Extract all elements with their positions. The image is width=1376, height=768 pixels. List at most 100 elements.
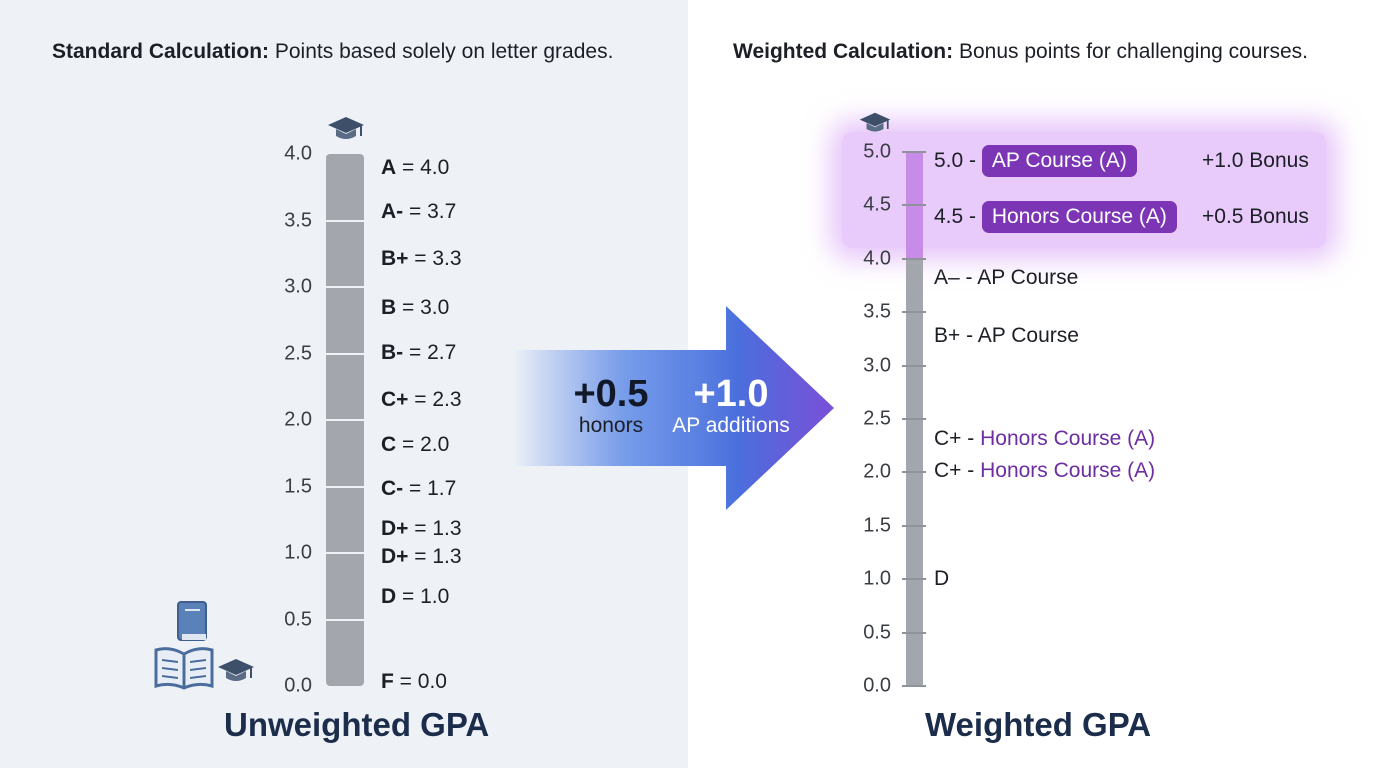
grade-item: B- = 2.7 [381,341,456,365]
grade-item: A- = 3.7 [381,200,456,224]
grade-points: = 2.0 [396,433,450,456]
unweighted-tick-line [326,419,364,421]
grade-points: = 3.0 [396,296,450,319]
grade-item: B+ = 3.3 [381,247,462,271]
weighted-tick-mark [902,471,926,474]
weighted-tick-label: 3.0 [863,354,891,377]
weighted-tick-mark [902,418,926,420]
grade-item: C- = 1.7 [381,477,456,501]
weighted-tick-label: 0.5 [863,621,891,644]
grade-letter: B+ [381,247,409,270]
weighted-tick-mark [902,311,926,314]
unweighted-tick-line [326,219,364,222]
honors-course-row: 4.5 - Honors Course (A) [934,201,1177,233]
graduation-cap-icon [218,659,254,681]
grade-letter: D+ [381,517,409,540]
weighted-tick-label: 2.5 [863,407,891,430]
grade-points: = 3.3 [408,247,462,270]
unweighted-tick-line [326,352,364,355]
unweighted-tick-line [326,485,364,488]
honors-course-pill: Honors Course (A) [981,201,1177,233]
weighted-title: Weighted GPA [925,706,1152,743]
weighted-tick-mark [902,151,926,153]
grade-points: = 4.0 [396,156,450,179]
open-book-icon [154,647,214,690]
grade-letter: C [381,433,397,456]
unweighted-tick-label: 2.0 [284,408,312,431]
grade-letter: B [381,296,397,319]
row-d: D [934,567,950,590]
grade-letter: A [381,156,397,179]
ap-value: +1.0 [693,373,769,415]
graduation-cap-icon [859,112,891,132]
row-b-plus-ap: B+ - AP Course [934,324,1079,347]
weighted-caption: Weighted Calculation: Bonus points for c… [733,40,1309,63]
unweighted-title: Unweighted GPA [224,706,490,743]
grade-letter: D+ [381,545,409,568]
unweighted-tick-line [326,618,364,621]
grade-points: = 2.7 [403,341,457,364]
unweighted-tick-label: 1.0 [284,541,312,564]
weighted-tick-mark [902,204,926,207]
honors-addition: +0.5 honors [566,374,656,438]
grade-letter: A- [381,200,404,223]
arrow-shape [512,306,834,510]
grade-letter: C- [381,477,404,500]
grade-points: = 2.3 [408,388,462,411]
grade-item: D+ = 1.3 [381,545,462,569]
book-icon [177,601,207,641]
honors-label: honors [578,414,644,437]
weighted-tick-label: 5.0 [863,140,891,163]
grade-letter: F [381,670,394,693]
unweighted-tick-label: 1.5 [284,475,312,497]
weighted-tick-label: 1.0 [863,567,891,590]
unweighted-tick-label: 0.5 [284,608,312,630]
ap-course-pill: AP Course (A) [981,145,1137,177]
grade-item: B = 3.0 [381,296,449,320]
weighted-tick-label: 4.0 [863,247,891,270]
grade-points: = 1.3 [408,517,462,540]
unweighted-tick-label: 3.5 [284,209,312,231]
grade-item: C = 2.0 [381,433,449,457]
grade-item: F = 0.0 [381,670,447,694]
weighted-tick-label: 3.5 [863,300,891,323]
grade-points: = 1.3 [408,545,462,568]
honors-bonus-label: +0.5 Bonus [1202,205,1309,228]
grade-item: C+ = 2.3 [381,388,462,412]
row-c-plus-honors-2: C+ - Honors Course (A) [934,459,1156,482]
graduation-cap-icon [328,117,364,139]
grade-letter: D [381,585,397,608]
unweighted-tick-line [326,286,364,288]
ap-course-row: 5.0 - AP Course (A) [934,145,1137,177]
grade-points: = 3.7 [403,200,457,223]
grade-item: D = 1.0 [381,585,449,609]
row-a-minus-ap: A– - AP Course [934,266,1079,289]
grade-item: A = 4.0 [381,156,449,180]
weighted-tick-label: 4.5 [863,193,891,216]
weighted-tick-mark [902,578,926,581]
honors-value: +0.5 [573,373,649,415]
weighted-tick-mark [902,685,926,687]
weighted-tick-label: 1.5 [863,514,891,537]
ap-label: AP additions [672,414,790,437]
unweighted-tick-label: 4.0 [284,142,312,165]
unweighted-caption: Standard Calculation: Points based solel… [52,40,614,63]
weighted-tick-mark [902,524,926,527]
unweighted-tick-line [326,552,364,554]
unweighted-tick-label: 0.0 [284,674,312,697]
weighted-tick-mark [902,364,926,367]
grade-points: = 1.0 [396,585,450,608]
grade-letter: B- [381,341,404,364]
weighted-tick-mark [902,631,926,634]
grade-item: D+ = 1.3 [381,517,462,541]
unweighted-tick-label: 3.0 [284,275,312,298]
weighting-arrow: +0.5 honors +1.0 AP additions [512,306,838,510]
grade-points: = 1.7 [403,477,457,500]
row-c-plus-honors-1: C+ - Honors Course (A) [934,427,1156,450]
weighted-tick-label: 2.0 [863,460,891,483]
weighted-tick-label: 0.0 [863,674,891,697]
ap-bonus-label: +1.0 Bonus [1202,149,1309,172]
ap-addition: +1.0 AP additions [662,374,800,438]
grade-letter: C+ [381,388,409,411]
grade-points: = 0.0 [393,670,447,693]
